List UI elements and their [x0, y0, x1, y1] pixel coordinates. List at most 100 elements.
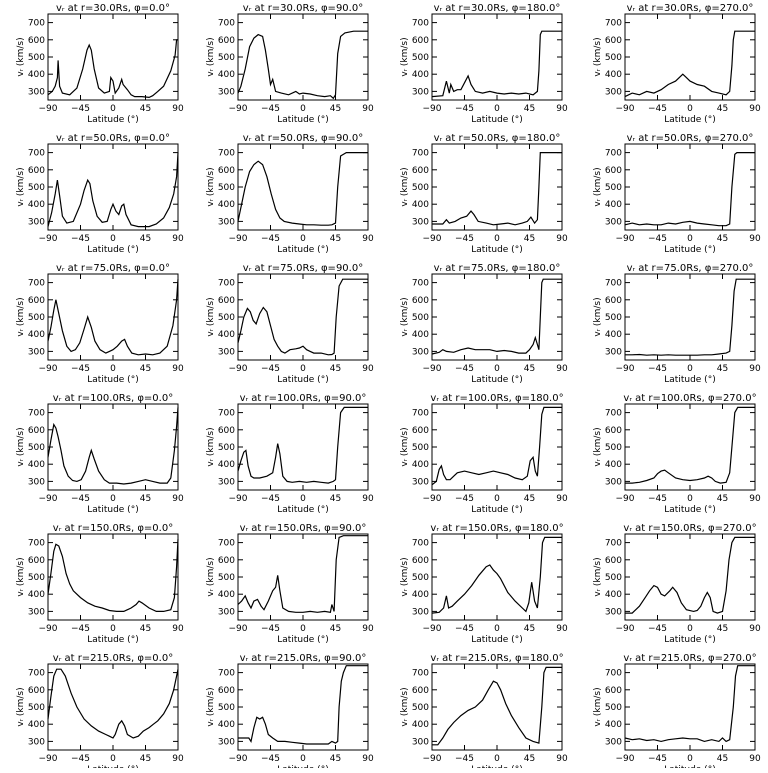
x-tick-label: −90 [616, 234, 635, 244]
y-tick-label: 700 [605, 279, 622, 289]
chart-panel: vᵣ at r=100.0Rs, φ=270.0° −90 −45 0 45 90 300 4… [593, 393, 761, 515]
y-tick-label: 700 [218, 539, 235, 549]
y-axis-label: vᵣ (km/s) [593, 427, 603, 466]
series-line [432, 666, 562, 746]
x-tick-label: 0 [494, 364, 500, 374]
y-tick-label: 400 [28, 720, 45, 730]
series-line [47, 539, 179, 613]
y-axis-label: vᵣ (km/s) [593, 37, 603, 76]
y-tick-label: 500 [605, 183, 622, 193]
x-tick-label: −45 [455, 234, 474, 244]
x-tick-label: 45 [524, 364, 535, 374]
y-tick-label: 700 [605, 539, 622, 549]
y-tick-label: 500 [28, 443, 45, 453]
x-tick-label: 45 [717, 234, 728, 244]
y-tick-label: 700 [218, 149, 235, 159]
x-tick-label: 45 [330, 364, 341, 374]
y-tick-label: 300 [218, 737, 235, 747]
x-tick-label: 90 [556, 234, 568, 244]
plot-frame [237, 403, 369, 491]
chart-panel: vᵣ at r=75.0Rs, φ=90.0° −90 −45 0 45 90 300 400… [206, 263, 374, 385]
x-tick-label: −90 [616, 364, 635, 374]
y-tick-label: 400 [218, 330, 235, 340]
x-tick-label: 0 [110, 494, 116, 504]
y-tick-label: 700 [412, 539, 429, 549]
y-tick-label: 500 [28, 313, 45, 323]
x-axis-label: Latitude (°) [471, 375, 522, 385]
y-tick-label: 400 [218, 720, 235, 730]
series-line [237, 406, 368, 484]
panel-title: vᵣ at r=30.0Rs, φ=0.0° [56, 3, 170, 14]
x-tick-label: 45 [140, 104, 151, 114]
series-line [238, 665, 368, 745]
chart-panel: vᵣ at r=150.0Rs, φ=270.0° −90 −45 0 45 90 300 4… [593, 523, 761, 645]
y-tick-label: 400 [28, 590, 45, 600]
y-tick-label: 400 [605, 590, 622, 600]
y-axis-label: vᵣ (km/s) [400, 37, 410, 76]
y-tick-label: 300 [218, 477, 235, 487]
y-axis-label: vᵣ (km/s) [206, 557, 216, 596]
x-tick-label: 90 [556, 624, 568, 634]
y-tick-label: 500 [28, 183, 45, 193]
y-tick-label: 500 [218, 313, 235, 323]
chart-panel: vᵣ at r=30.0Rs, φ=270.0° −90 −45 0 45 90 300 40… [593, 3, 761, 125]
x-tick-label: 90 [172, 754, 184, 764]
x-tick-label: 45 [140, 624, 151, 634]
y-tick-label: 700 [28, 19, 45, 29]
x-tick-label: 90 [172, 104, 184, 114]
y-tick-label: 300 [218, 607, 235, 617]
series-line [431, 536, 562, 614]
y-tick-label: 600 [605, 36, 622, 46]
y-axis-label: vᵣ (km/s) [16, 687, 26, 726]
x-tick-label: 90 [172, 494, 184, 504]
y-tick-label: 600 [28, 166, 45, 176]
y-tick-label: 300 [412, 217, 429, 227]
x-tick-label: −90 [229, 364, 248, 374]
x-tick-label: 0 [687, 234, 693, 244]
x-tick-label: 0 [494, 104, 500, 114]
x-tick-label: −45 [455, 364, 474, 374]
y-axis-label: vᵣ (km/s) [593, 557, 603, 596]
panel-title: vᵣ at r=215.0Rs, φ=90.0° [240, 653, 367, 664]
chart-panel: vᵣ at r=50.0Rs, φ=180.0° −90 −45 0 45 90 300 40… [400, 133, 568, 255]
y-tick-label: 500 [605, 53, 622, 63]
chart-panel: vᵣ at r=100.0Rs, φ=0.0° −90 −45 0 45 90 300 400… [16, 393, 184, 515]
panel-title: vᵣ at r=50.0Rs, φ=90.0° [243, 133, 363, 144]
x-tick-label: 45 [524, 624, 535, 634]
y-axis-label: vᵣ (km/s) [16, 427, 26, 466]
y-tick-label: 600 [218, 36, 235, 46]
x-tick-label: −90 [423, 624, 442, 634]
y-tick-label: 700 [412, 409, 429, 419]
y-tick-label: 700 [28, 279, 45, 289]
x-tick-label: 90 [749, 624, 761, 634]
chart-panel: vᵣ at r=50.0Rs, φ=0.0° −90 −45 0 45 90 300 400 5… [16, 133, 184, 255]
y-tick-label: 300 [605, 737, 622, 747]
x-tick-label: 45 [140, 234, 151, 244]
x-tick-label: 0 [494, 624, 500, 634]
series-line [431, 278, 562, 355]
y-tick-label: 600 [605, 686, 622, 696]
x-tick-label: 90 [556, 364, 568, 374]
x-tick-label: 0 [300, 624, 306, 634]
series-line [47, 279, 179, 356]
y-axis-label: vᵣ (km/s) [206, 427, 216, 466]
x-tick-label: −90 [229, 104, 248, 114]
y-axis-label: vᵣ (km/s) [400, 557, 410, 596]
plot-frame [47, 403, 179, 491]
y-tick-label: 400 [412, 720, 429, 730]
x-axis-label: Latitude (°) [471, 245, 522, 255]
y-tick-label: 500 [218, 443, 235, 453]
x-tick-label: −90 [423, 364, 442, 374]
series-line [47, 152, 179, 228]
y-tick-label: 600 [28, 296, 45, 306]
plot-frame [624, 13, 756, 101]
x-tick-label: 45 [717, 494, 728, 504]
panel-title: vᵣ at r=30.0Rs, φ=270.0° [627, 3, 754, 14]
y-tick-label: 700 [412, 669, 429, 679]
plot-frame [47, 13, 179, 101]
y-tick-label: 300 [412, 607, 429, 617]
x-axis-label: Latitude (°) [87, 505, 138, 515]
x-axis-label: Latitude (°) [471, 115, 522, 125]
y-tick-label: 300 [605, 87, 622, 97]
x-tick-label: −45 [648, 754, 667, 764]
